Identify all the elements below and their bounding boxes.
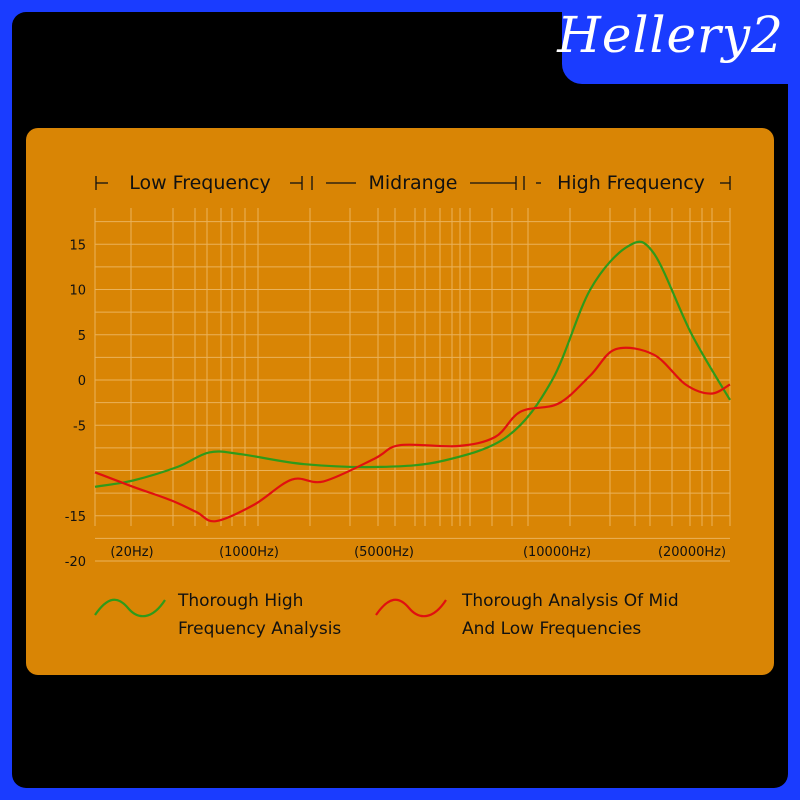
- legend-swatch-red: [375, 598, 447, 618]
- legend-swatch-green: [94, 598, 166, 618]
- band-label-high: High Frequency: [557, 172, 705, 194]
- frequency-bands: Low Frequency Midrange High Frequency: [95, 172, 731, 194]
- x-tick-label: (10000Hz): [523, 545, 591, 560]
- series-line-high-frequency: [94, 240, 731, 488]
- series-line-mid-low-frequency: [94, 346, 731, 523]
- y-tick-label: -15: [65, 510, 86, 525]
- x-tick-label: (1000Hz): [219, 545, 279, 560]
- chart-grid: [94, 208, 731, 562]
- y-axis-ticks: 15 10 5 0 -5 -15 -20: [65, 238, 86, 570]
- y-tick-label: -20: [65, 555, 86, 570]
- x-axis-ticks: (20Hz) (1000Hz) (5000Hz) (10000Hz) (20000Hz): [110, 545, 726, 560]
- legend-label-high-line1: Thorough High: [177, 591, 303, 611]
- band-label-low: Low Frequency: [129, 172, 271, 194]
- x-tick-label: (20Hz): [110, 545, 153, 560]
- y-tick-label: 0: [78, 374, 86, 389]
- series-lines: [94, 240, 731, 523]
- chart-legend: Thorough High Frequency Analysis Thoroug…: [94, 591, 679, 639]
- y-tick-label: 5: [78, 329, 86, 344]
- legend-label-mid-low-line1: Thorough Analysis Of Mid: [461, 591, 679, 611]
- x-tick-label: (20000Hz): [658, 545, 726, 560]
- chart-panel: [26, 128, 774, 675]
- legend-label-mid-low-line2: And Low Frequencies: [462, 619, 641, 639]
- brand-watermark: Hellery2: [557, 6, 784, 64]
- legend-label-high-line2: Frequency Analysis: [178, 619, 341, 639]
- y-tick-label: -5: [73, 419, 86, 434]
- band-label-mid: Midrange: [369, 172, 458, 194]
- brand-badge: Hellery2: [557, 0, 800, 84]
- x-tick-label: (5000Hz): [354, 545, 414, 560]
- y-tick-label: 15: [69, 238, 86, 253]
- y-tick-label: 10: [69, 284, 86, 299]
